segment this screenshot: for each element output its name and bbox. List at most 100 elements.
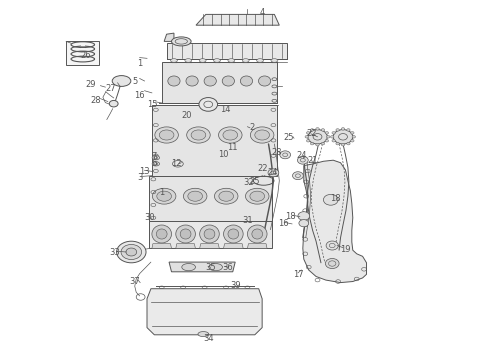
Ellipse shape [186,76,198,86]
Ellipse shape [316,144,319,146]
Ellipse shape [223,225,243,243]
Ellipse shape [293,172,303,180]
Ellipse shape [280,151,291,159]
Text: 26: 26 [80,51,91,60]
Ellipse shape [172,37,191,46]
Ellipse shape [259,76,270,86]
Ellipse shape [351,140,354,142]
Ellipse shape [172,161,183,167]
Ellipse shape [215,188,238,204]
Polygon shape [167,43,287,59]
Polygon shape [169,262,235,272]
Ellipse shape [321,129,324,131]
Ellipse shape [306,140,310,142]
Text: 22: 22 [257,164,268,173]
Ellipse shape [191,130,206,140]
Ellipse shape [257,59,264,62]
Ellipse shape [305,136,308,138]
Polygon shape [223,244,243,248]
Text: 23: 23 [271,148,282,157]
Polygon shape [164,33,174,41]
Ellipse shape [155,127,178,143]
Text: 22: 22 [306,130,317,139]
Text: 18: 18 [330,194,341,203]
Ellipse shape [297,156,308,164]
Polygon shape [149,176,272,221]
Ellipse shape [219,191,234,201]
Text: 34: 34 [203,334,214,343]
Ellipse shape [352,136,355,138]
Ellipse shape [199,98,218,111]
Ellipse shape [109,100,118,107]
Text: 16: 16 [134,91,145,100]
Ellipse shape [187,127,210,143]
Ellipse shape [168,76,180,86]
Ellipse shape [199,225,220,243]
Ellipse shape [333,130,353,144]
Ellipse shape [311,129,314,131]
Ellipse shape [152,225,172,243]
Text: 24: 24 [268,168,278,177]
Ellipse shape [271,59,278,62]
Ellipse shape [299,220,309,227]
Text: 27: 27 [105,84,116,93]
Ellipse shape [209,264,222,271]
Ellipse shape [316,128,319,130]
Polygon shape [247,244,267,248]
Bar [66,41,99,65]
Text: 35: 35 [205,263,216,272]
Text: 14: 14 [220,105,231,114]
Text: 25: 25 [249,177,260,186]
Ellipse shape [341,128,344,130]
Ellipse shape [252,229,263,239]
Ellipse shape [326,241,339,250]
Ellipse shape [325,140,329,142]
Ellipse shape [250,127,274,143]
Ellipse shape [308,130,327,144]
Ellipse shape [152,156,160,160]
Ellipse shape [171,59,177,62]
Ellipse shape [182,264,196,271]
Text: 32: 32 [244,179,254,188]
Ellipse shape [117,241,146,263]
Ellipse shape [323,194,338,205]
Ellipse shape [245,188,269,204]
Text: 21: 21 [307,156,318,166]
Polygon shape [200,244,220,248]
Text: 31: 31 [242,216,253,225]
Text: 37: 37 [129,277,140,286]
Text: 33: 33 [110,248,121,257]
Ellipse shape [347,129,350,131]
Text: 10: 10 [218,150,228,159]
Polygon shape [162,62,277,103]
Ellipse shape [250,191,265,201]
Text: 19: 19 [340,245,351,253]
Text: 25: 25 [284,133,294,142]
Ellipse shape [156,229,167,239]
Polygon shape [152,244,172,248]
Text: 15: 15 [147,100,157,109]
Text: 29: 29 [85,80,96,89]
Ellipse shape [268,169,279,177]
Ellipse shape [325,132,329,134]
Polygon shape [303,160,367,283]
Ellipse shape [188,191,202,201]
Ellipse shape [214,59,220,62]
Polygon shape [147,289,262,335]
Ellipse shape [336,143,339,145]
Text: 3: 3 [137,173,142,182]
Ellipse shape [219,127,242,143]
Ellipse shape [240,76,253,86]
Text: 36: 36 [222,263,233,272]
Text: 7: 7 [152,152,157,161]
Polygon shape [149,221,272,248]
Text: 4: 4 [260,8,265,17]
Ellipse shape [255,130,270,140]
Text: 6: 6 [152,159,157,168]
Ellipse shape [121,244,142,260]
Text: 1: 1 [159,188,164,197]
Text: 5: 5 [132,77,137,86]
Ellipse shape [306,132,310,134]
Ellipse shape [183,188,207,204]
Ellipse shape [332,140,335,142]
